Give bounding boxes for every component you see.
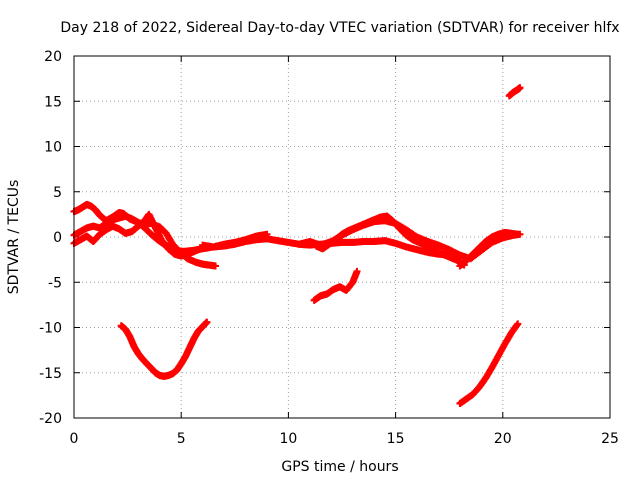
data-point [514, 230, 522, 238]
plot-frame [73, 55, 611, 419]
x-tick-label: 15 [387, 431, 405, 447]
series-track-9 [117, 318, 211, 380]
x-tick-label: 25 [601, 431, 619, 447]
series-track-7 [456, 228, 522, 270]
series-track-10 [456, 320, 522, 408]
series-track-3 [70, 210, 204, 260]
y-tick-label: 5 [53, 185, 62, 201]
x-tick-label: 20 [494, 431, 512, 447]
x-tick-label: 10 [279, 431, 297, 447]
y-tick-label: -20 [39, 411, 62, 427]
y-tick-label: -5 [48, 275, 62, 291]
series-track-1 [70, 200, 220, 270]
x-tick-label: 5 [177, 431, 186, 447]
axis-ticks: 0 5 10 15 20 25 -20 -15 -10 -5 0 5 10 15 20 [39, 49, 619, 447]
data-point [516, 84, 524, 92]
y-tick-label: -15 [39, 366, 62, 382]
data-point [212, 262, 220, 270]
y-tick-label: -10 [39, 321, 62, 337]
y-tick-label: 0 [53, 230, 62, 246]
x-tick-label: 0 [70, 431, 79, 447]
y-tick-label: 10 [44, 140, 62, 156]
y-axis-label: SDTVAR / TECUs [6, 180, 22, 295]
data-point [196, 245, 204, 253]
series-track-8 [310, 267, 361, 304]
y-tick-label: 20 [44, 49, 62, 65]
series-track-11 [505, 84, 524, 100]
data-point [514, 320, 522, 328]
data-point [353, 267, 361, 275]
x-axis-label: GPS time / hours [281, 459, 398, 475]
series-track-6 [312, 212, 468, 269]
y-tick-label: 15 [44, 94, 62, 110]
chart-title: Day 218 of 2022, Sidereal Day-to-day VTE… [60, 20, 619, 36]
data-points [70, 84, 524, 408]
data-point [203, 318, 211, 326]
